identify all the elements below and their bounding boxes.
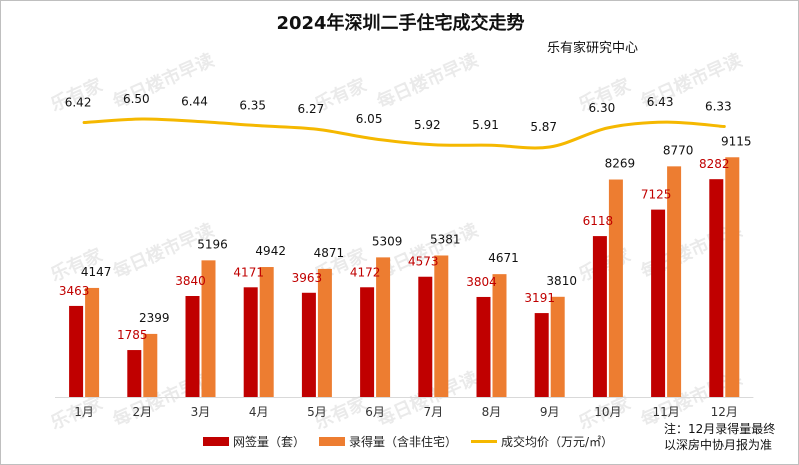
x-tick-label: 4月 — [249, 405, 269, 419]
x-tick-label: 5月 — [307, 405, 327, 419]
data-label-recorded: 4147 — [81, 265, 112, 279]
chart-legend: 网签量（套） 录得量（含非住宅） 成交均价（万元/㎡） — [203, 433, 627, 450]
chart-subtitle: 乐有家研究中心 — [547, 41, 639, 56]
legend-label-price: 成交均价（万元/㎡） — [501, 435, 614, 449]
data-label-signed: 4172 — [350, 265, 381, 279]
data-label-signed: 3840 — [175, 274, 206, 288]
data-label-signed: 6118 — [583, 214, 614, 228]
data-label-price: 6.33 — [705, 100, 732, 114]
bar-signed — [534, 313, 549, 397]
bar-signed — [592, 236, 607, 397]
legend-swatch-recorded — [319, 437, 346, 446]
data-label-signed: 8282 — [699, 157, 730, 171]
legend-item-price: 成交均价（万元/㎡） — [471, 433, 613, 450]
x-tick-label: 12月 — [711, 405, 738, 419]
bar-recorded — [317, 268, 332, 397]
bar-signed — [127, 350, 142, 397]
bar-recorded — [376, 257, 391, 397]
data-label-price: 5.91 — [472, 118, 499, 132]
data-label-price: 6.35 — [239, 99, 266, 113]
data-label-signed: 3963 — [292, 271, 323, 285]
data-label-price: 6.43 — [647, 95, 674, 109]
legend-item-recorded: 录得量（含非住宅） — [319, 433, 457, 450]
annotation-line-1: 注：12月录得量最终 — [664, 422, 776, 436]
bar-signed — [418, 276, 433, 397]
bar-recorded — [85, 287, 100, 397]
data-label-recorded: 9115 — [721, 134, 752, 148]
chart-annotation: 注：12月录得量最终 以深房中协月报为准 — [664, 421, 775, 453]
bar-recorded — [492, 274, 507, 397]
bar-signed — [360, 287, 375, 397]
bar-recorded — [143, 333, 158, 397]
x-tick-label: 8月 — [482, 405, 502, 419]
data-label-price: 6.44 — [181, 95, 208, 109]
legend-swatch-price — [471, 440, 498, 443]
data-label-recorded: 5309 — [372, 234, 403, 248]
bar-signed — [69, 305, 84, 397]
data-label-recorded: 4942 — [255, 244, 286, 258]
legend-label-signed: 网签量（套） — [233, 435, 306, 449]
legend-swatch-signed — [203, 437, 229, 446]
data-label-recorded: 5381 — [430, 232, 461, 246]
bar-signed — [243, 287, 258, 397]
bar-signed — [651, 209, 666, 397]
bar-recorded — [434, 255, 449, 397]
bar-signed — [709, 179, 724, 397]
x-tick-label: 11月 — [652, 405, 679, 419]
bar-recorded — [608, 179, 623, 397]
data-label-signed: 7125 — [641, 188, 672, 202]
x-tick-label: 3月 — [191, 405, 211, 419]
bar-signed — [185, 296, 200, 397]
data-label-signed: 3463 — [59, 284, 90, 298]
bar-signed — [476, 296, 491, 397]
bar-recorded — [201, 260, 216, 397]
data-label-recorded: 5196 — [197, 237, 228, 251]
x-tick-label: 2月 — [132, 405, 152, 419]
x-tick-label: 9月 — [540, 405, 560, 419]
data-label-price: 6.42 — [65, 96, 92, 110]
data-label-price: 6.30 — [589, 101, 616, 115]
data-label-recorded: 2399 — [139, 311, 170, 325]
data-label-signed: 4171 — [233, 265, 264, 279]
data-label-signed: 3191 — [524, 291, 555, 305]
data-label-signed: 1785 — [117, 328, 148, 342]
bar-recorded — [725, 157, 740, 397]
legend-label-recorded: 录得量（含非住宅） — [349, 435, 458, 449]
bar-signed — [301, 292, 316, 397]
annotation-line-2: 以深房中协月报为准 — [664, 438, 773, 452]
x-tick-label: 6月 — [365, 405, 385, 419]
x-tick-label: 10月 — [594, 405, 621, 419]
data-label-signed: 4573 — [408, 255, 439, 269]
x-tick-label: 1月 — [74, 405, 94, 419]
legend-item-signed: 网签量（套） — [203, 433, 305, 450]
price-line — [82, 117, 726, 150]
data-label-recorded: 3810 — [546, 274, 577, 288]
data-label-recorded: 4871 — [314, 246, 345, 260]
data-label-price: 6.50 — [123, 92, 150, 106]
bar-recorded — [259, 267, 274, 397]
data-label-recorded: 8269 — [605, 157, 636, 171]
x-tick-label: 7月 — [423, 405, 443, 419]
chart-title: 2024年深圳二手住宅成交走势 — [276, 13, 525, 34]
data-label-recorded: 4671 — [488, 251, 519, 265]
data-label-price: 6.05 — [356, 112, 383, 126]
data-label-signed: 3804 — [466, 275, 497, 289]
data-label-price: 5.92 — [414, 118, 441, 132]
bar-recorded — [550, 296, 565, 397]
data-label-price: 6.27 — [298, 102, 325, 116]
data-label-recorded: 8770 — [663, 143, 694, 157]
data-label-price: 5.87 — [530, 120, 557, 134]
bar-recorded — [667, 166, 682, 397]
